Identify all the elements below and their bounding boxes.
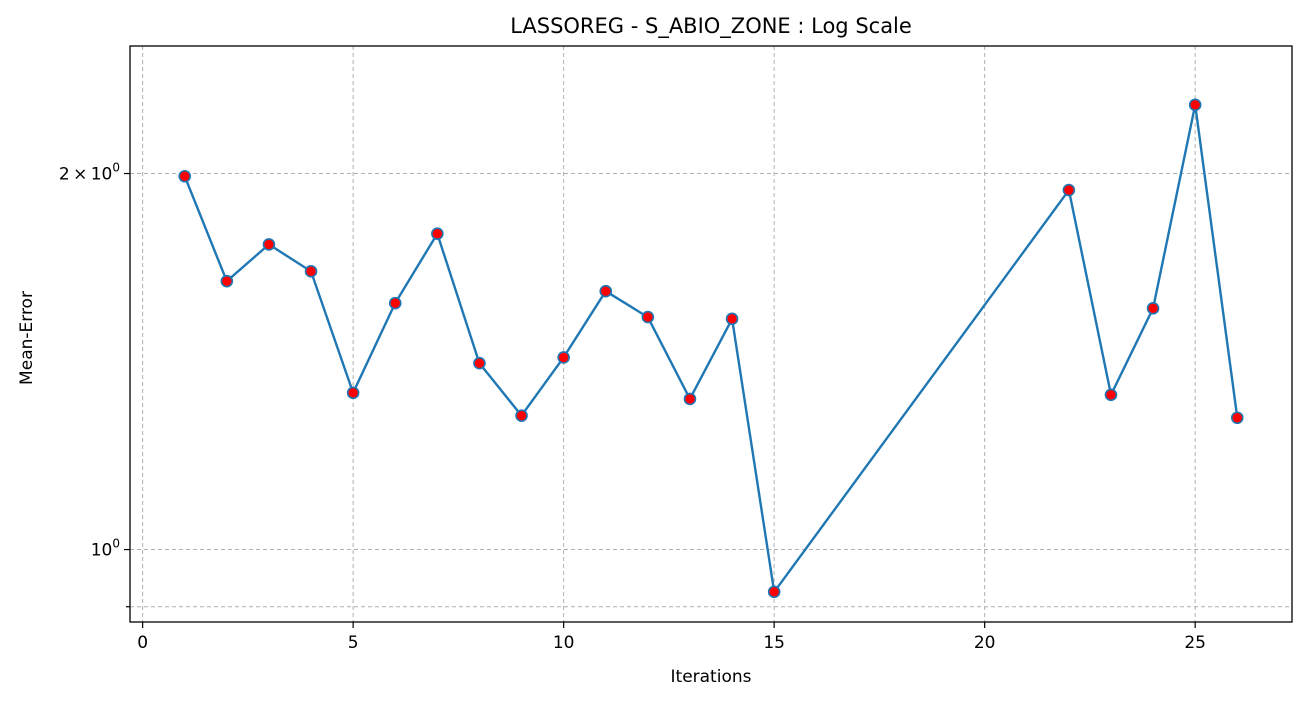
chart-title: LASSOREG - S_ABIO_ZONE : Log Scale [510, 14, 912, 39]
grid-lines [130, 46, 1292, 622]
x-tick-label: 20 [974, 633, 996, 653]
series-mean-error [178, 98, 1244, 599]
data-point [599, 284, 613, 298]
data-point [388, 296, 402, 310]
data-point [304, 265, 318, 278]
data-point [346, 386, 360, 400]
data-point [178, 169, 192, 183]
x-tick-label: 25 [1184, 633, 1206, 653]
data-point [683, 392, 697, 406]
x-axis-label: Iterations [671, 667, 752, 687]
x-tick-label: 5 [348, 633, 359, 653]
x-tick-label: 0 [137, 633, 148, 653]
plot-frame [129, 45, 1293, 623]
data-point [431, 227, 444, 241]
data-point [262, 238, 276, 251]
y-axis-label: Mean-Error [17, 291, 37, 385]
y-tick-label: 2 × 100 [59, 161, 120, 185]
data-point [767, 585, 781, 599]
data-point [1146, 302, 1160, 315]
x-tick-label: 15 [763, 633, 785, 653]
data-point [557, 351, 570, 364]
data-point [1188, 98, 1202, 112]
y-tick-label: 100 [91, 537, 120, 561]
x-tick-label: 10 [553, 633, 575, 653]
data-point [641, 310, 655, 324]
data-point [1104, 388, 1118, 402]
data-point [473, 356, 486, 370]
axis-ticks: 0 5 10 15 20 25 2 × 100 100 [59, 161, 1206, 653]
data-point [725, 312, 739, 326]
data-point [220, 274, 234, 288]
data-point [1230, 411, 1244, 425]
series-line [183, 103, 1239, 594]
data-point [1062, 183, 1076, 197]
data-point [515, 409, 528, 422]
